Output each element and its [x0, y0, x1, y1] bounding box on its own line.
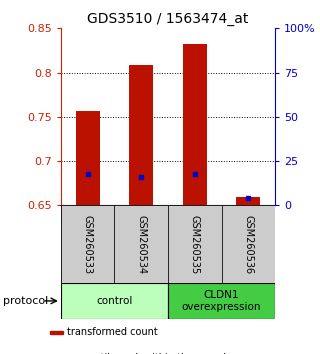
Bar	[76, 110, 100, 205]
Text: GSM260535: GSM260535	[190, 215, 200, 274]
Bar	[236, 198, 260, 205]
Text: control: control	[96, 296, 132, 306]
Bar	[183, 44, 207, 205]
Bar	[129, 65, 153, 205]
Text: GSM260536: GSM260536	[244, 215, 253, 274]
Text: CLDN1
overexpression: CLDN1 overexpression	[182, 290, 261, 312]
Text: transformed count: transformed count	[67, 327, 158, 337]
Bar	[61, 205, 114, 283]
Bar	[61, 283, 168, 319]
Text: percentile rank within the sample: percentile rank within the sample	[67, 353, 232, 354]
Bar	[114, 205, 168, 283]
Title: GDS3510 / 1563474_at: GDS3510 / 1563474_at	[87, 12, 249, 26]
Bar	[50, 331, 63, 333]
Bar	[221, 205, 275, 283]
Text: protocol: protocol	[3, 296, 48, 306]
Bar	[168, 283, 275, 319]
Bar	[168, 205, 221, 283]
Text: GSM260534: GSM260534	[136, 215, 146, 274]
Text: GSM260533: GSM260533	[83, 215, 92, 274]
